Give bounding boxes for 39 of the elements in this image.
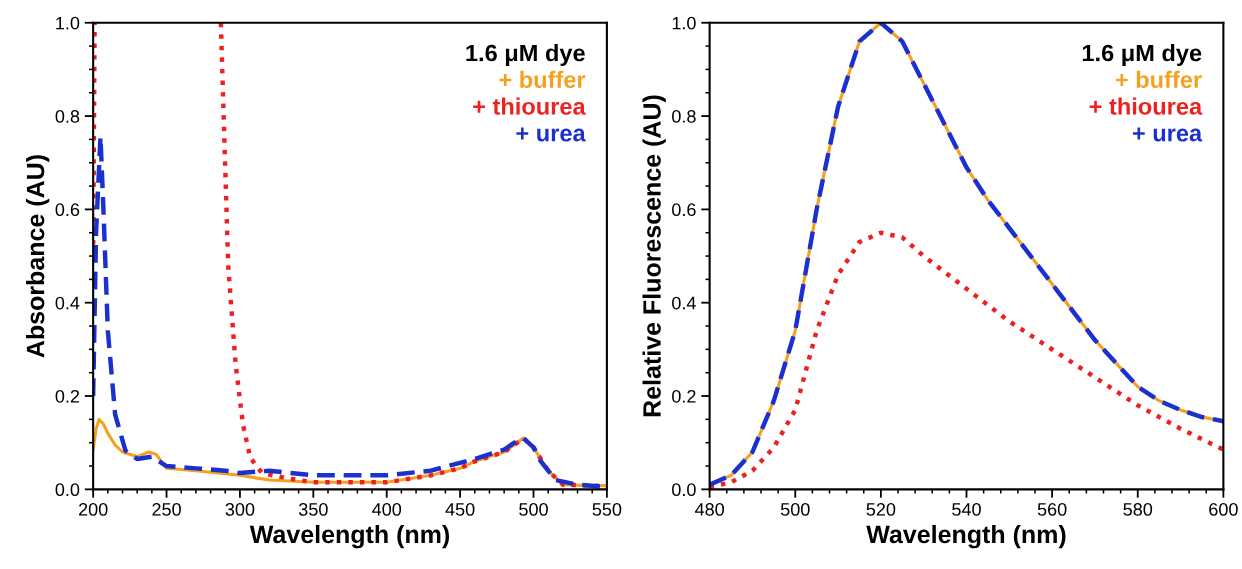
y-tick-label: 0.0 [672,483,696,497]
x-tick-label: 580 [1123,503,1153,516]
text: + thiourea [1089,97,1203,115]
y-tick-label: 0.6 [672,203,696,217]
legend-title: 1.6 μM dye [466,44,585,67]
y-tick-label: 0.4 [672,296,696,310]
text: + buffer [1115,70,1202,89]
x-axis-title: Wavelength (nm) [866,524,1066,549]
x-tick-label: 200 [79,503,108,516]
y-tick-label: 1.0 [672,16,696,30]
y-tick-label: 0.2 [672,389,696,403]
y-tick-label: 0.6 [55,203,80,217]
x-tick-label: 540 [952,503,981,516]
x-tick-label: 560 [1037,503,1067,516]
text: + buffer [499,70,586,89]
text: + urea [1132,127,1203,142]
legend-title: 1.6 μM dye [1082,44,1202,67]
y-tick-label: 0.2 [55,389,80,403]
y-tick-label: 0.8 [672,110,696,123]
x-tick-label: 250 [152,503,181,516]
y-tick-label: 1.0 [56,16,80,30]
x-tick-label: 500 [519,503,548,516]
x-tick-label: 400 [372,503,402,516]
y-axis-title: Relative Fluorescence (AU) [642,95,666,417]
text: + thiourea [473,97,586,115]
y-tick-label: 0.0 [55,483,80,497]
y-axis-title: Absorbance (AU) [26,155,50,358]
x-tick-label: 480 [694,503,724,516]
x-tick-label: 300 [225,503,255,516]
x-axis-title: Wavelength (nm) [249,524,450,549]
x-tick-label: 600 [1209,503,1238,516]
x-tick-label: 520 [866,503,896,516]
y-tick-label: 0.8 [55,110,80,123]
x-tick-label: 350 [298,503,328,516]
y-tick-label: 0.4 [55,296,80,310]
x-tick-label: 500 [780,503,810,516]
text: + urea [516,127,586,142]
x-tick-label: 550 [592,503,622,516]
x-tick-label: 450 [445,503,475,516]
